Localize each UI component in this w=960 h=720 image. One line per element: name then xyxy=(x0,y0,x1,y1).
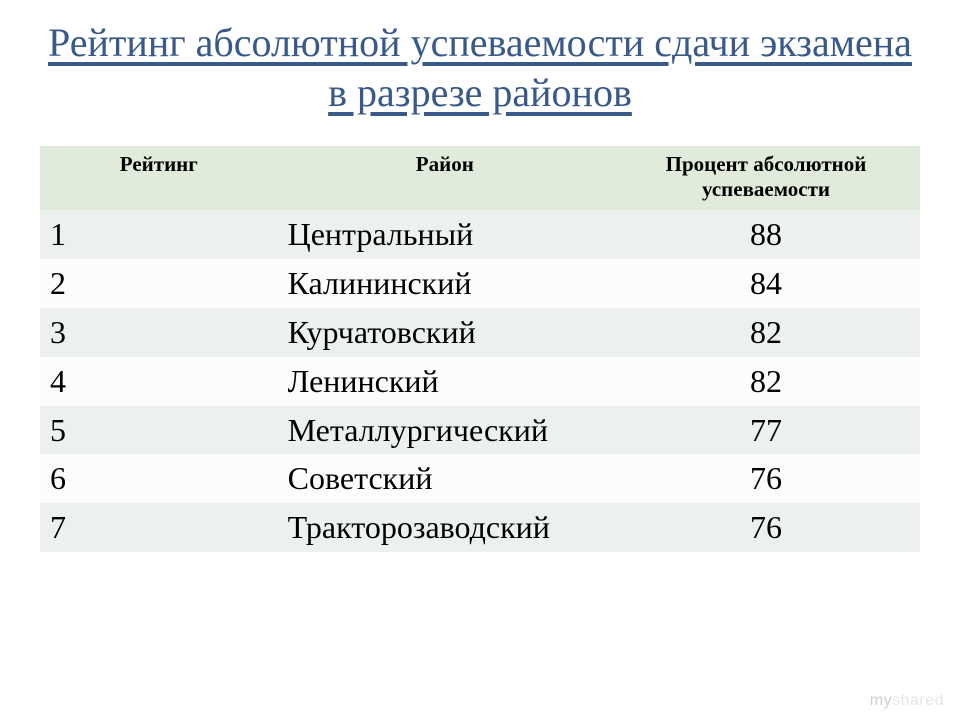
watermark: myshared xyxy=(870,692,944,710)
table-body: 1Центральный882Калининский843Курчатовски… xyxy=(40,210,920,552)
cell-district: Курчатовский xyxy=(278,308,612,357)
cell-pct: 76 xyxy=(612,454,920,503)
table-row: 3Курчатовский82 xyxy=(40,308,920,357)
table-row: 4Ленинский82 xyxy=(40,357,920,406)
cell-rank: 3 xyxy=(40,308,278,357)
cell-pct: 82 xyxy=(612,357,920,406)
cell-district: Советский xyxy=(278,454,612,503)
table-row: 2Калининский84 xyxy=(40,259,920,308)
table-header: Рейтинг Район Процент абсолютной успевае… xyxy=(40,146,920,210)
cell-rank: 6 xyxy=(40,454,278,503)
col-header-pct: Процент абсолютной успеваемости xyxy=(612,146,920,210)
col-header-district: Район xyxy=(278,146,612,210)
cell-district: Ленинский xyxy=(278,357,612,406)
table-row: 7Тракторозаводский76 xyxy=(40,503,920,552)
slide: Рейтинг абсолютной успеваемости сдачи эк… xyxy=(0,0,960,720)
cell-rank: 5 xyxy=(40,406,278,455)
cell-district: Тракторозаводский xyxy=(278,503,612,552)
cell-pct: 84 xyxy=(612,259,920,308)
cell-rank: 7 xyxy=(40,503,278,552)
cell-pct: 77 xyxy=(612,406,920,455)
table-row: 6Советский76 xyxy=(40,454,920,503)
cell-rank: 1 xyxy=(40,210,278,259)
table-row: 1Центральный88 xyxy=(40,210,920,259)
cell-district: Центральный xyxy=(278,210,612,259)
rating-table: Рейтинг Район Процент абсолютной успевае… xyxy=(40,146,920,552)
cell-rank: 2 xyxy=(40,259,278,308)
col-header-rank: Рейтинг xyxy=(40,146,278,210)
table-header-row: Рейтинг Район Процент абсолютной успевае… xyxy=(40,146,920,210)
cell-pct: 82 xyxy=(612,308,920,357)
page-title: Рейтинг абсолютной успеваемости сдачи эк… xyxy=(40,18,920,118)
cell-rank: 4 xyxy=(40,357,278,406)
table-row: 5Металлургический77 xyxy=(40,406,920,455)
cell-pct: 88 xyxy=(612,210,920,259)
watermark-part2: shared xyxy=(892,692,944,709)
cell-district: Калининский xyxy=(278,259,612,308)
cell-district: Металлургический xyxy=(278,406,612,455)
cell-pct: 76 xyxy=(612,503,920,552)
watermark-part1: my xyxy=(870,692,892,709)
